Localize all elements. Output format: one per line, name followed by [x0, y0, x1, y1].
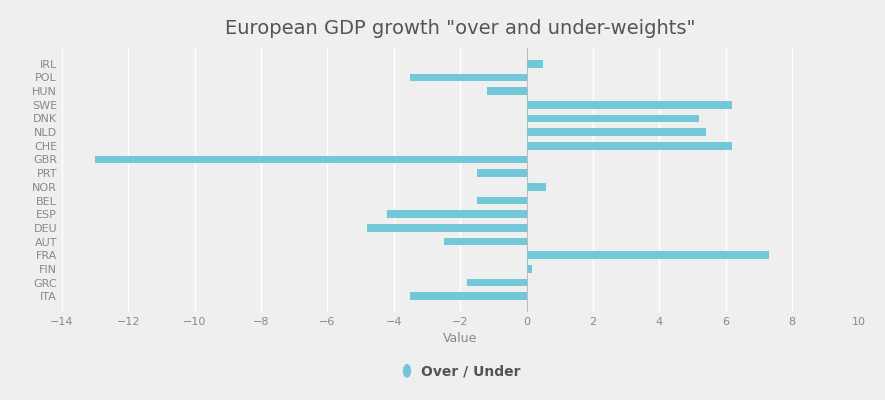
- Bar: [487, 87, 527, 95]
- X-axis label: Value: Value: [443, 332, 477, 346]
- Bar: [527, 128, 705, 136]
- Bar: [411, 292, 527, 300]
- Bar: [527, 101, 732, 108]
- Bar: [527, 115, 699, 122]
- Bar: [367, 224, 527, 232]
- Bar: [477, 170, 527, 177]
- Bar: [443, 238, 527, 245]
- Bar: [411, 74, 527, 81]
- Bar: [387, 210, 527, 218]
- Bar: [527, 265, 532, 273]
- Bar: [527, 252, 769, 259]
- Bar: [527, 183, 546, 190]
- Bar: [527, 142, 732, 150]
- Title: European GDP growth "over and under-weights": European GDP growth "over and under-weig…: [225, 19, 696, 38]
- Legend: Over / Under: Over / Under: [395, 359, 526, 384]
- Bar: [477, 197, 527, 204]
- Bar: [467, 279, 527, 286]
- Bar: [96, 156, 527, 163]
- Bar: [527, 60, 543, 68]
